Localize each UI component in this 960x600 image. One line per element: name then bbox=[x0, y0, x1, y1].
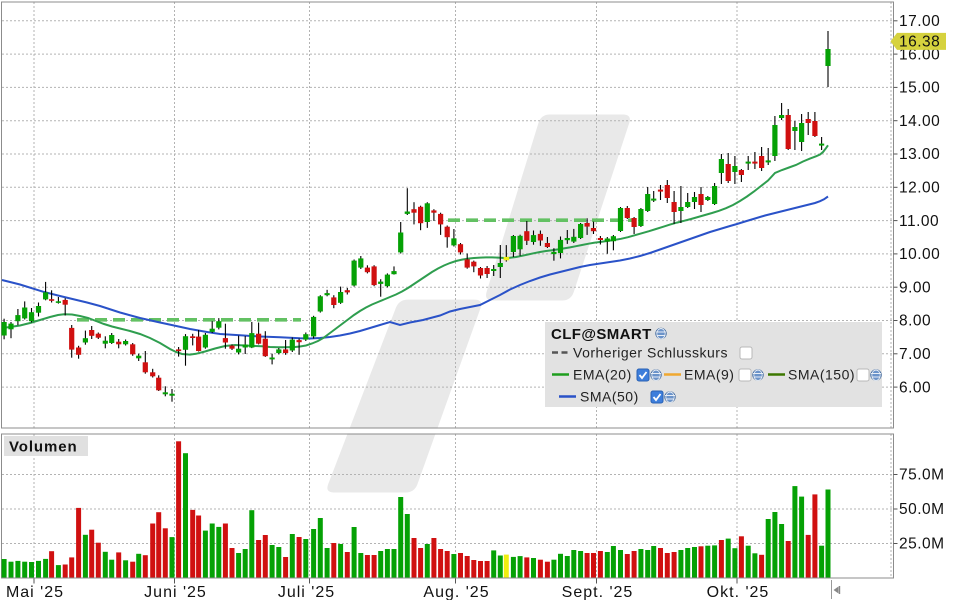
svg-text:Mai '25: Mai '25 bbox=[6, 584, 64, 600]
svg-text:Aug. '25: Aug. '25 bbox=[423, 584, 489, 600]
svg-text:50.0M: 50.0M bbox=[899, 501, 945, 518]
svg-text:Vorheriger Schlusskurs: Vorheriger Schlusskurs bbox=[573, 345, 728, 361]
svg-text:SMA(50): SMA(50) bbox=[580, 389, 639, 405]
svg-text:EMA(9): EMA(9) bbox=[684, 367, 734, 383]
svg-text:15.00: 15.00 bbox=[899, 80, 940, 97]
svg-text:Okt. '25: Okt. '25 bbox=[707, 584, 770, 600]
svg-text:16.00: 16.00 bbox=[899, 46, 940, 63]
svg-text:6.00: 6.00 bbox=[899, 379, 931, 396]
svg-text:EMA(20): EMA(20) bbox=[573, 367, 632, 383]
svg-text:CLF@SMART: CLF@SMART bbox=[551, 326, 652, 343]
svg-text:75.0M: 75.0M bbox=[899, 467, 945, 484]
svg-text:10.00: 10.00 bbox=[899, 246, 940, 263]
svg-text:8.00: 8.00 bbox=[899, 313, 931, 330]
svg-text:7.00: 7.00 bbox=[899, 346, 931, 363]
svg-text:17.00: 17.00 bbox=[899, 13, 940, 30]
svg-text:Juli '25: Juli '25 bbox=[278, 584, 335, 600]
svg-text:SMA(150): SMA(150) bbox=[788, 367, 855, 383]
svg-text:9.00: 9.00 bbox=[899, 279, 931, 296]
svg-text:11.00: 11.00 bbox=[899, 213, 939, 230]
svg-text:Volumen: Volumen bbox=[9, 439, 78, 456]
svg-text:14.00: 14.00 bbox=[899, 113, 940, 130]
svg-text:25.0M: 25.0M bbox=[899, 536, 945, 553]
svg-text:16.38: 16.38 bbox=[899, 34, 940, 51]
svg-text:Juni '25: Juni '25 bbox=[144, 584, 207, 600]
svg-text:Sept. '25: Sept. '25 bbox=[562, 584, 634, 600]
svg-text:13.00: 13.00 bbox=[899, 146, 940, 163]
svg-text:12.00: 12.00 bbox=[899, 180, 940, 197]
